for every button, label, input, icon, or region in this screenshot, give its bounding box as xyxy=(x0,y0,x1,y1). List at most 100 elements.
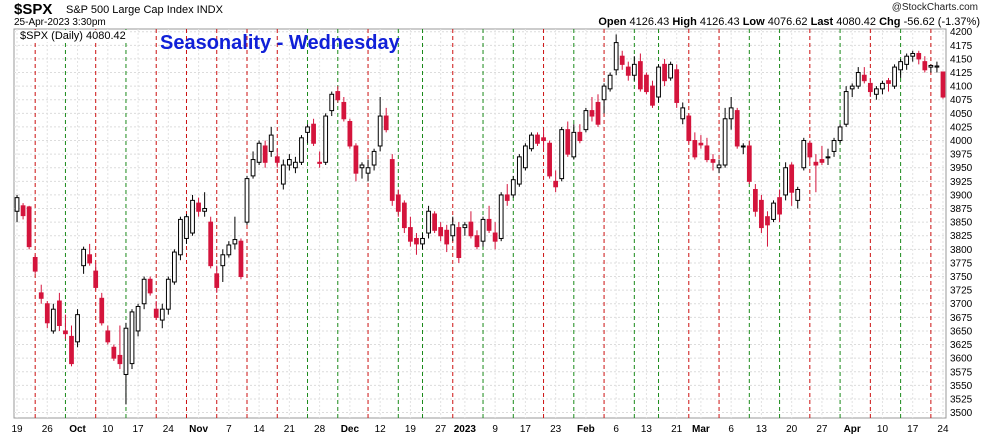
y-tick-label: 3675 xyxy=(950,313,973,324)
chart-legend: $SPX (Daily) 4080.42 xyxy=(18,30,128,42)
candle-body xyxy=(849,85,855,90)
candle-body xyxy=(401,202,407,229)
candle-body xyxy=(577,131,583,142)
candle-body xyxy=(50,308,56,332)
candle-body xyxy=(789,164,795,193)
x-tick-label: 10 xyxy=(102,424,114,435)
candle-body xyxy=(916,52,922,60)
watermark: @StockCharts.com xyxy=(891,2,978,13)
open-value: 4126.43 xyxy=(629,16,670,28)
x-tick-label: 24 xyxy=(163,424,175,435)
candle-body xyxy=(226,244,232,256)
candle-body xyxy=(450,224,456,237)
candle-body xyxy=(831,140,837,152)
open-label: Open xyxy=(598,16,627,28)
last-label: Last xyxy=(810,16,834,28)
x-tick-label: 21 xyxy=(284,424,296,435)
candle-body xyxy=(819,159,825,163)
candle-body xyxy=(141,278,147,305)
y-tick-label: 3900 xyxy=(950,190,973,201)
candle-body xyxy=(184,216,189,239)
candle-body xyxy=(323,115,329,163)
candle-body xyxy=(855,72,861,87)
candle-body xyxy=(565,129,571,155)
candle-body xyxy=(777,197,782,215)
y-tick-label: 3575 xyxy=(950,367,973,378)
x-tick-label: 9 xyxy=(492,424,498,435)
candle-body xyxy=(250,159,256,177)
candle-body xyxy=(202,208,208,212)
candle-body xyxy=(262,145,268,163)
x-tick-label: 2023 xyxy=(454,424,477,435)
candle-body xyxy=(801,140,807,169)
candle-body xyxy=(38,292,44,299)
x-tick-label: 23 xyxy=(550,424,562,435)
candle-body xyxy=(432,213,437,231)
candle-body xyxy=(595,101,601,125)
candle-body xyxy=(734,110,740,147)
candle-body xyxy=(426,210,431,234)
candle-body xyxy=(492,232,498,242)
candle-body xyxy=(341,101,347,120)
candle-body xyxy=(759,199,764,229)
x-tick-label: 21 xyxy=(671,424,683,435)
candle-body xyxy=(607,74,613,90)
candle-body xyxy=(172,251,177,283)
x-tick-label: 20 xyxy=(786,424,798,435)
y-tick-label: 4200 xyxy=(950,27,973,38)
candle-body xyxy=(783,167,788,196)
x-tick-label: Dec xyxy=(341,424,360,435)
candle-body xyxy=(135,305,141,332)
candle-body xyxy=(414,237,419,245)
x-tick-label: 19 xyxy=(405,424,417,435)
candle-body xyxy=(813,161,819,166)
candle-body xyxy=(837,126,843,142)
y-tick-label: 4175 xyxy=(950,41,973,52)
candle-body xyxy=(286,159,292,166)
candle-body xyxy=(571,131,577,158)
candle-body xyxy=(214,273,220,288)
candle-body xyxy=(807,142,813,158)
candle-body xyxy=(625,66,631,76)
candle-body xyxy=(256,142,262,163)
candle-body xyxy=(153,308,159,318)
candle-body xyxy=(69,335,74,365)
y-tick-label: 3500 xyxy=(950,408,973,419)
candle-body xyxy=(293,161,298,169)
candle-body xyxy=(14,197,20,212)
candle-body xyxy=(208,221,214,267)
legend-text: $SPX (Daily) 4080.42 xyxy=(20,30,126,42)
candle-body xyxy=(383,115,389,131)
low-label: Low xyxy=(742,16,765,28)
candle-body xyxy=(196,202,201,212)
candle-body xyxy=(359,164,365,169)
x-tick-label: 14 xyxy=(254,424,266,435)
y-tick-label: 4075 xyxy=(950,95,973,106)
chg-label: Chg xyxy=(879,16,901,28)
candle-body xyxy=(771,202,776,220)
candle-body xyxy=(99,297,105,324)
chart-title: Seasonality - Wednesday xyxy=(160,32,400,54)
candle-body xyxy=(317,161,322,164)
candle-body xyxy=(746,145,752,182)
candle-body xyxy=(190,199,195,234)
plot-area xyxy=(13,28,947,419)
x-tick-label: 17 xyxy=(907,424,919,435)
y-tick-label: 3750 xyxy=(950,272,973,283)
y-tick-label: 3550 xyxy=(950,381,973,392)
candle-body xyxy=(892,66,897,87)
candle-body xyxy=(644,74,649,93)
candle-body xyxy=(468,221,474,237)
y-tick-label: 4100 xyxy=(950,82,973,93)
candle-body xyxy=(117,354,123,365)
candle-body xyxy=(559,129,565,180)
x-tick-label: 19 xyxy=(11,424,23,435)
x-tick-label: 17 xyxy=(133,424,145,435)
y-tick-label: 3925 xyxy=(950,177,973,188)
quote-summary: Open 4126.43 High 4126.43 Low 4076.62 La… xyxy=(598,16,980,28)
candle-body xyxy=(498,194,504,239)
y-tick-label: 3600 xyxy=(950,354,973,365)
x-tick-label: 27 xyxy=(435,424,447,435)
y-tick-label: 3850 xyxy=(950,218,973,229)
